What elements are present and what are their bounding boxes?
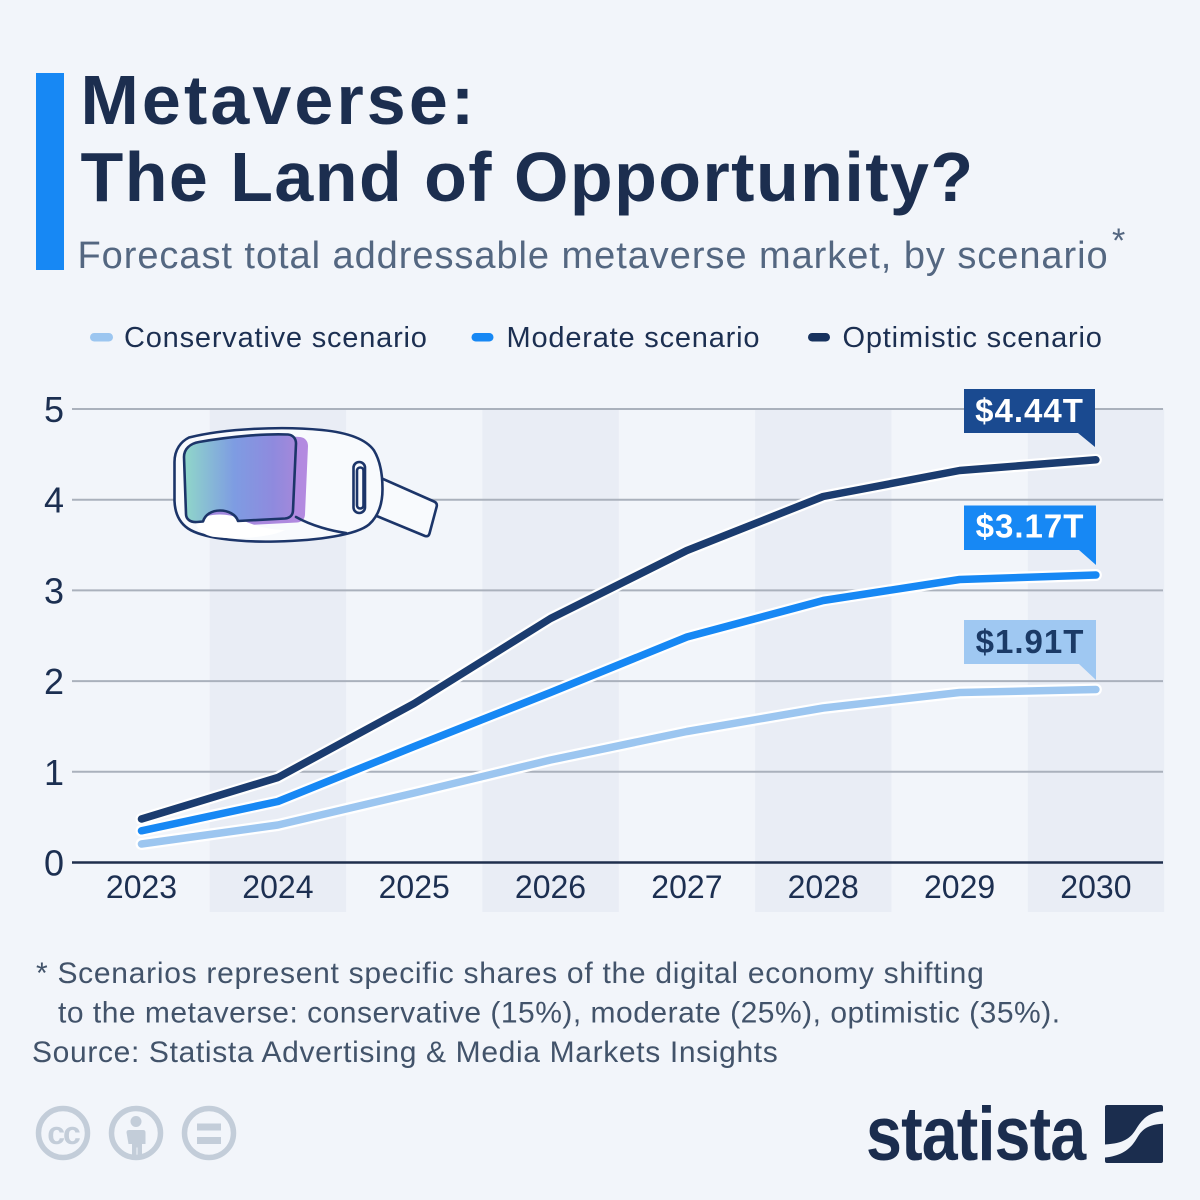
svg-text:2: 2 (44, 661, 64, 702)
svg-text:0: 0 (44, 843, 64, 884)
svg-text:Optimistic scenario: Optimistic scenario (843, 322, 1103, 354)
svg-text:The Land of Opportunity?: The Land of Opportunity? (81, 138, 975, 216)
svg-text:statista: statista (866, 1091, 1087, 1176)
svg-text:Forecast total addressable met: Forecast total addressable metaverse mar… (78, 235, 1109, 277)
svg-text:5: 5 (44, 389, 64, 430)
svg-text:Conservative scenario: Conservative scenario (124, 322, 428, 354)
svg-text:Moderate scenario: Moderate scenario (507, 322, 761, 354)
svg-text:* Scenarios represent specific: * Scenarios represent specific shares of… (36, 957, 984, 990)
svg-text:1: 1 (44, 752, 64, 793)
svg-text:2027: 2027 (651, 869, 722, 905)
svg-text:2024: 2024 (242, 869, 313, 905)
svg-text:$3.17T: $3.17T (976, 508, 1085, 545)
svg-text:$1.91T: $1.91T (976, 623, 1085, 660)
svg-text:2025: 2025 (379, 869, 450, 905)
svg-text:2030: 2030 (1060, 869, 1131, 905)
svg-text:Source: Statista Advertising &: Source: Statista Advertising & Media Mar… (32, 1036, 778, 1069)
svg-text:4: 4 (44, 480, 64, 521)
svg-text:Metaverse:: Metaverse: (81, 61, 478, 139)
svg-text:to the metaverse: conservative: to the metaverse: conservative (15%), mo… (58, 997, 1061, 1030)
svg-text:2026: 2026 (515, 869, 586, 905)
svg-text:$4.44T: $4.44T (975, 392, 1084, 429)
svg-text:2029: 2029 (924, 869, 995, 905)
svg-text:*: * (1112, 222, 1125, 260)
svg-text:2028: 2028 (788, 869, 859, 905)
svg-text:cc: cc (47, 1115, 80, 1151)
svg-text:3: 3 (44, 570, 64, 611)
svg-text:2023: 2023 (106, 869, 177, 905)
